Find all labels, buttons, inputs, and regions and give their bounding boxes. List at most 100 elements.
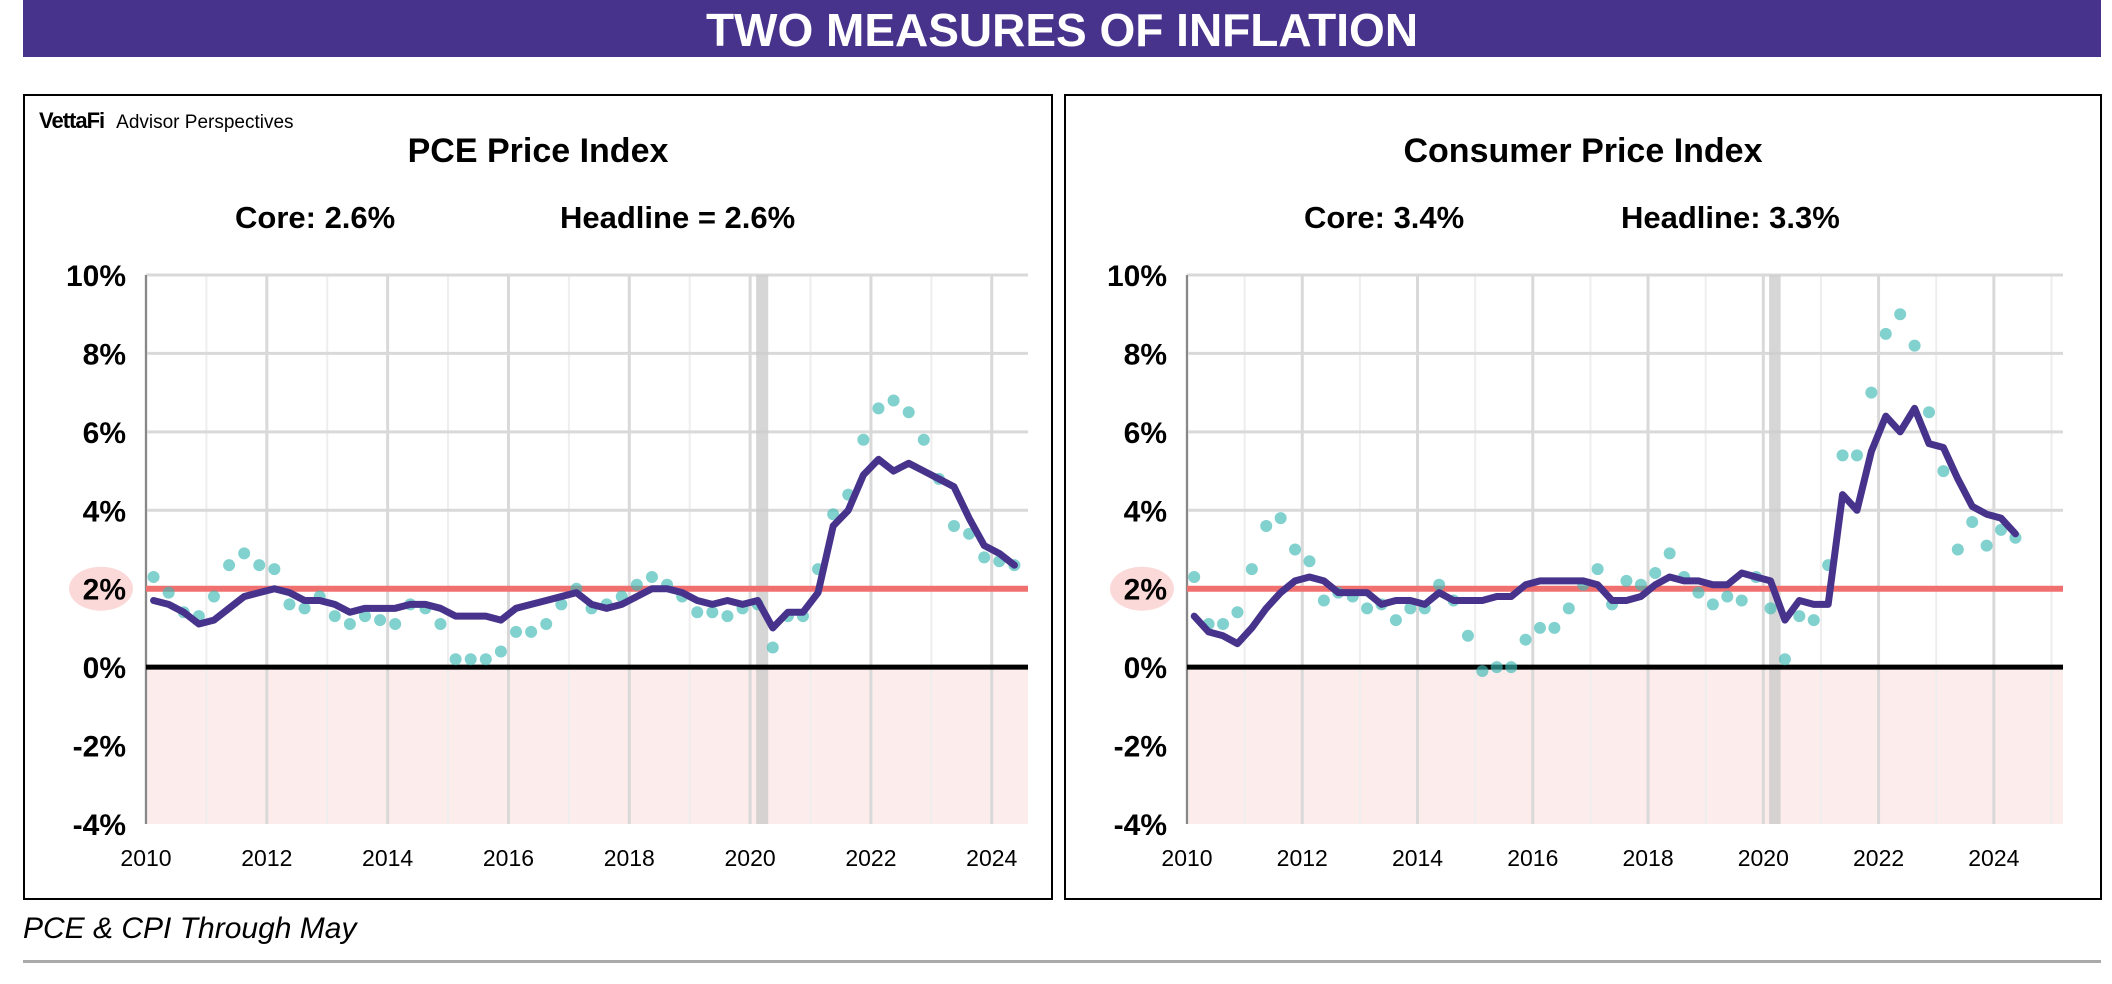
headline-point — [1836, 449, 1849, 462]
headline-point — [1764, 602, 1777, 615]
headline-point — [449, 653, 462, 666]
headline-point — [464, 653, 477, 666]
cpi-chart: 10% 8% 6% 4% 2% 0% -2% -4% 2010 2012 2014 2016 2018 2… — [1107, 260, 2063, 871]
x-tick-label: 2014 — [1392, 845, 1443, 871]
headline-point — [1490, 661, 1503, 674]
y-tick-label: 8% — [1124, 338, 1167, 371]
y-tick-label: 2% — [1124, 574, 1167, 607]
y-tick-label: 10% — [1107, 260, 1167, 293]
x-tick-label: 2010 — [120, 845, 171, 871]
headline-point — [1706, 598, 1719, 611]
headline-point — [343, 618, 356, 631]
x-tick-label: 2020 — [1738, 845, 1789, 871]
headline-point — [1188, 570, 1201, 583]
headline-point — [1461, 629, 1474, 642]
target-label-glow — [1110, 566, 1174, 611]
x-tick-label: 2014 — [362, 845, 413, 871]
headline-point — [827, 508, 840, 521]
headline-point — [1303, 555, 1316, 568]
negative-region — [1187, 667, 2063, 824]
headline-point — [268, 563, 281, 576]
x-tick-label: 2024 — [966, 845, 1017, 871]
headline-point — [1533, 621, 1546, 634]
x-tick-label: 2016 — [1507, 845, 1558, 871]
headline-point — [978, 551, 991, 564]
headline-point — [1735, 594, 1748, 607]
headline-point — [872, 402, 885, 415]
headline-point — [1620, 574, 1633, 587]
pce-panel: VettaFi Advisor Perspectives PCE Price In… — [23, 94, 1053, 900]
headline-point — [358, 610, 371, 623]
headline-point — [1289, 543, 1302, 556]
chart-title: PCE Price Index — [407, 132, 669, 170]
y-tick-label: -2% — [73, 731, 126, 764]
headline-point — [253, 559, 266, 572]
headline-point — [706, 606, 719, 619]
headline-point — [1317, 594, 1330, 607]
headline-point — [223, 559, 236, 572]
headline-point — [494, 645, 507, 658]
headline-point — [238, 547, 251, 560]
headline-point — [1966, 516, 1979, 529]
headline-point — [1562, 602, 1575, 615]
x-tick-label: 2018 — [604, 845, 655, 871]
headline-point — [917, 433, 930, 446]
headline-point — [1879, 327, 1892, 340]
target-label-glow — [69, 566, 133, 611]
y-tick-label: 6% — [83, 417, 126, 450]
chart-title: Consumer Price Index — [1403, 132, 1763, 170]
headline-point — [645, 570, 658, 583]
headline-label: Headline: 3.3% — [1621, 200, 1840, 235]
headline-point — [1433, 578, 1446, 591]
headline-point — [947, 519, 960, 532]
headline-point — [1923, 406, 1936, 419]
x-tick-label: 2024 — [1968, 845, 2019, 871]
headline-point — [1404, 602, 1417, 615]
headline-point — [1389, 614, 1402, 627]
core-line — [150, 455, 1018, 632]
headline-point — [1260, 519, 1273, 532]
y-tick-label: 8% — [83, 338, 126, 371]
headline-point — [1476, 665, 1489, 678]
y-tick-label: -4% — [73, 809, 126, 842]
title-bar: TWO MEASURES OF INFLATION — [23, 0, 2101, 57]
y-tick-label: 0% — [1124, 652, 1167, 685]
headline-point — [510, 625, 523, 638]
cpi-panel: Consumer Price Index Core: 3.4% Headline… — [1064, 94, 2102, 900]
footer-note: PCE & CPI Through May — [23, 912, 357, 945]
negative-region — [146, 667, 1028, 824]
headline-point — [207, 590, 220, 603]
y-tick-label: 4% — [1124, 495, 1167, 528]
headline-point — [1850, 449, 1863, 462]
headline-point — [1548, 621, 1561, 634]
headline-point — [1274, 512, 1287, 525]
headline-point — [328, 610, 341, 623]
headline-point — [691, 606, 704, 619]
recession-band — [1769, 275, 1781, 824]
y-tick-label: -2% — [1114, 731, 1167, 764]
y-tick-label: -4% — [1114, 809, 1167, 842]
headline-point — [1649, 567, 1662, 580]
x-tick-label: 2022 — [1853, 845, 1904, 871]
x-tick-label: 2012 — [241, 845, 292, 871]
x-tick-label: 2018 — [1622, 845, 1673, 871]
headline-point — [1937, 465, 1950, 478]
headline-point — [1721, 590, 1734, 603]
headline-point — [1231, 606, 1244, 619]
pce-chart: 10% 8% 6% 4% 2% 0% -2% -4% 2010 2012 2014 2016 2018 2… — [66, 260, 1028, 871]
headline-point — [1894, 308, 1907, 321]
core-line — [1190, 404, 2019, 648]
x-tick-label: 2022 — [845, 845, 896, 871]
y-tick-label: 10% — [66, 260, 126, 293]
headline-point — [721, 610, 734, 623]
x-tick-label: 2020 — [725, 845, 776, 871]
headline-point — [1908, 339, 1921, 352]
headline-point — [434, 618, 447, 631]
headline-point — [1980, 539, 1993, 552]
headline-point — [887, 394, 900, 407]
headline-point — [1692, 586, 1705, 599]
headline-point — [1591, 563, 1604, 576]
headline-point — [479, 653, 492, 666]
headline-point — [283, 598, 296, 611]
recession-band — [756, 275, 769, 824]
